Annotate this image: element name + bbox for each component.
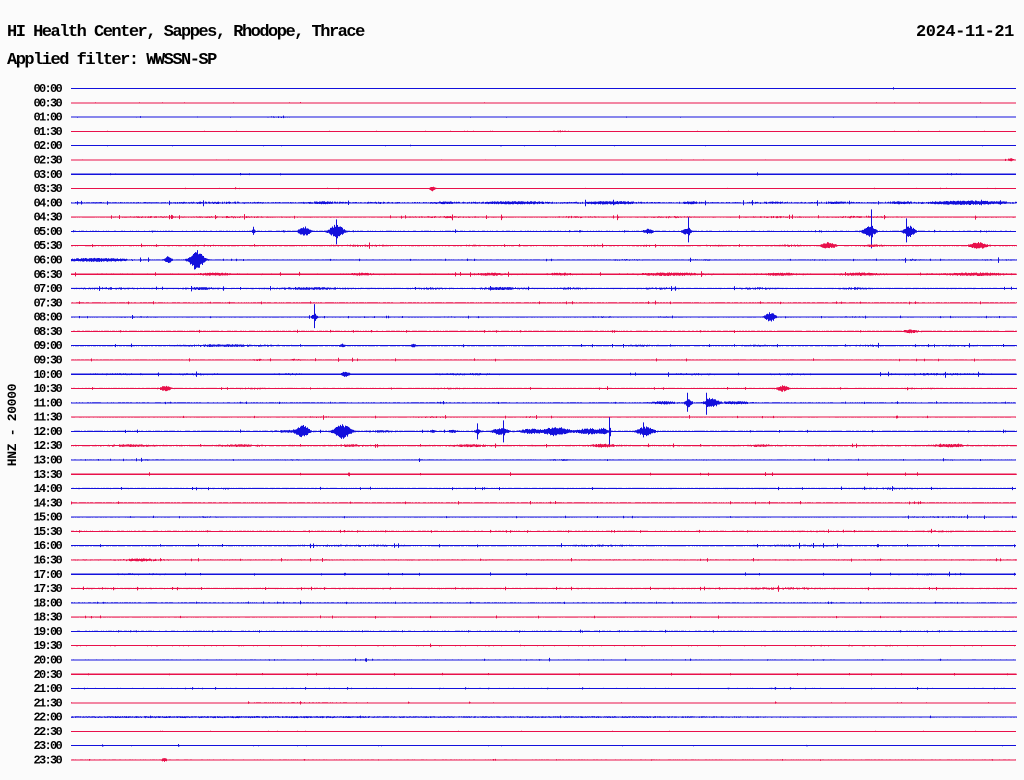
svg-text:22:00: 22:00: [33, 711, 62, 725]
svg-text:06:00: 06:00: [33, 254, 62, 268]
svg-text:02:30: 02:30: [33, 154, 62, 168]
svg-text:19:30: 19:30: [33, 639, 62, 653]
svg-text:16:00: 16:00: [33, 539, 62, 553]
svg-text:09:30: 09:30: [33, 354, 62, 368]
svg-text:06:30: 06:30: [33, 268, 62, 282]
svg-text:13:30: 13:30: [33, 468, 62, 482]
svg-text:04:30: 04:30: [33, 211, 62, 225]
svg-text:02:00: 02:00: [33, 139, 62, 153]
svg-text:05:30: 05:30: [33, 239, 62, 253]
svg-text:05:00: 05:00: [33, 225, 62, 239]
svg-text:12:30: 12:30: [33, 439, 62, 453]
svg-text:18:00: 18:00: [33, 596, 62, 610]
svg-text:20:00: 20:00: [33, 654, 62, 668]
svg-text:15:00: 15:00: [33, 511, 62, 525]
svg-text:21:00: 21:00: [33, 682, 62, 696]
svg-text:21:30: 21:30: [33, 696, 62, 710]
svg-text:08:30: 08:30: [33, 325, 62, 339]
svg-text:14:00: 14:00: [33, 482, 62, 496]
svg-text:23:00: 23:00: [33, 739, 62, 753]
svg-text:17:30: 17:30: [33, 582, 62, 596]
svg-text:18:30: 18:30: [33, 611, 62, 625]
svg-text:17:00: 17:00: [33, 568, 62, 582]
svg-text:07:00: 07:00: [33, 282, 62, 296]
svg-text:HI Health Center, Sappes, Rhod: HI Health Center, Sappes, Rhodope, Thrac…: [7, 23, 365, 42]
svg-text:19:00: 19:00: [33, 625, 62, 639]
svg-text:14:30: 14:30: [33, 496, 62, 510]
svg-text:10:30: 10:30: [33, 382, 62, 396]
svg-text:13:00: 13:00: [33, 454, 62, 468]
svg-text:16:30: 16:30: [33, 554, 62, 568]
svg-text:07:30: 07:30: [33, 296, 62, 310]
svg-text:20:30: 20:30: [33, 668, 62, 682]
svg-text:23:30: 23:30: [33, 754, 62, 768]
svg-text:04:00: 04:00: [33, 196, 62, 210]
svg-text:01:00: 01:00: [33, 111, 62, 125]
svg-text:08:00: 08:00: [33, 311, 62, 325]
svg-text:11:30: 11:30: [33, 411, 62, 425]
svg-text:00:00: 00:00: [33, 82, 62, 96]
svg-text:2024-11-21: 2024-11-21: [916, 23, 1014, 42]
svg-text:03:30: 03:30: [33, 182, 62, 196]
svg-text:12:00: 12:00: [33, 425, 62, 439]
svg-text:03:00: 03:00: [33, 168, 62, 182]
svg-text:15:30: 15:30: [33, 525, 62, 539]
svg-text:01:30: 01:30: [33, 125, 62, 139]
svg-text:Applied filter: WWSSN-SP: Applied filter: WWSSN-SP: [7, 51, 217, 70]
svg-text:11:00: 11:00: [33, 396, 62, 410]
svg-text:09:00: 09:00: [33, 339, 62, 353]
svg-text:00:30: 00:30: [33, 96, 62, 110]
svg-text:22:30: 22:30: [33, 725, 62, 739]
svg-text:HNZ - 20000: HNZ - 20000: [5, 383, 20, 466]
svg-text:10:00: 10:00: [33, 368, 62, 382]
